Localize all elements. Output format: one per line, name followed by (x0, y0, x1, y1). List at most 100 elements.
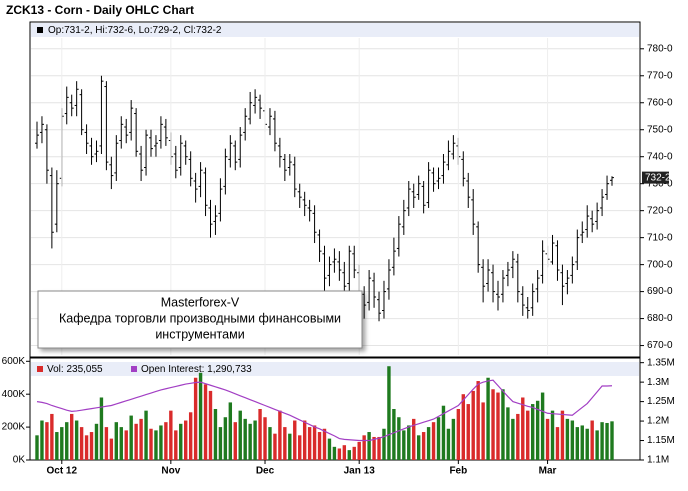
y2-tick-label: 1.3M (647, 377, 669, 388)
volume-bar (446, 428, 451, 460)
volume-bar (590, 420, 594, 460)
volume-bar (248, 423, 252, 460)
volume-bar (416, 435, 421, 460)
volume-bar (486, 377, 490, 460)
y-tick-label: 710-0 (647, 232, 673, 243)
y2-tick-label: 1.1M (647, 455, 669, 466)
volume-bar (233, 422, 237, 460)
y-tick-label: 780-0 (647, 43, 673, 54)
volume-bar (253, 420, 257, 460)
volume-bar (179, 423, 183, 460)
chart-title: ZCK13 - Corn - Daily OHLC Chart (6, 3, 194, 17)
plot: 670-0 680-0 690-0 700-0 710-0 720-0 730-0 740-0… (2, 38, 675, 477)
volume-bar (535, 400, 540, 460)
volume-bar (223, 417, 228, 460)
volume-bar (273, 433, 277, 460)
y-tick-label: 720-0 (647, 205, 673, 216)
last-price-label: 732-2 (645, 172, 671, 183)
volume-bar (332, 446, 337, 460)
volume-bar (521, 397, 525, 460)
y-tick-label: 750-0 (647, 124, 673, 135)
y-tick-label: 770-0 (647, 70, 673, 81)
volume-bar (471, 390, 475, 460)
annotation-box (37, 290, 363, 349)
y-tick-label: 760-0 (647, 97, 673, 108)
volume-bar (129, 415, 133, 460)
volume-bar (159, 425, 163, 460)
volume-bar (283, 427, 287, 460)
volume-bar (149, 428, 153, 460)
volume-bar (481, 402, 485, 460)
x-tick-label: Feb (449, 466, 467, 477)
volume-bar (342, 445, 347, 460)
volume-bar (595, 430, 599, 460)
volume-bar (104, 427, 109, 460)
volume-bar (184, 420, 188, 460)
volume-bar (426, 427, 431, 460)
volume-bar (555, 427, 560, 460)
y-tick-label: 600K (2, 356, 26, 367)
y-tick-label: 200K (2, 422, 26, 433)
volume-bar (407, 425, 411, 460)
volume-bar (431, 422, 436, 460)
x-tick-label: Mar (539, 466, 557, 477)
annotation-text: Кафедра торговли производными финансовым… (59, 311, 341, 325)
volume-bar (412, 418, 416, 460)
y2-tick-label: 1.15M (647, 435, 675, 446)
volume-bar (263, 417, 267, 460)
volume-bar (511, 418, 515, 460)
volume-bar (550, 410, 555, 460)
volume-bar (610, 421, 614, 460)
volume-bar (461, 394, 465, 460)
volume-bar (174, 430, 178, 460)
volume-bar (84, 435, 89, 460)
volume-bar (228, 402, 233, 460)
volume-bar (516, 413, 520, 460)
volume-bar (372, 436, 376, 460)
volume-bar (540, 392, 545, 460)
volume-bar (213, 409, 218, 460)
volume-bar (74, 420, 79, 460)
volume-bar (605, 422, 609, 460)
y-tick-label: 740-0 (647, 151, 673, 162)
volume-bar (109, 438, 114, 460)
volume-bar (238, 410, 242, 460)
volume-bar (94, 423, 99, 460)
y-tick-label: 680-0 (647, 313, 673, 324)
volume-bar (193, 377, 198, 460)
volume-bar (392, 409, 396, 460)
volume-bar (312, 425, 317, 460)
volume-bar (382, 428, 386, 460)
y-tick-label: 0K (13, 455, 26, 466)
volume-header (31, 362, 639, 376)
x-tick-label: Oct 12 (46, 466, 77, 477)
volume-bar (402, 430, 406, 460)
volume-bar (278, 410, 282, 460)
volume-bar (60, 427, 64, 460)
annotation: Masterforex-V Кафедра торговли производны… (37, 290, 363, 349)
ohlc-legend: Op:731-2, Hi:732-6, Lo:729-2, Cl:732-2 (48, 25, 222, 36)
volume-bar (198, 372, 203, 460)
volume-bar (337, 448, 342, 460)
volume-bar (144, 410, 148, 460)
volume-bar (491, 389, 495, 460)
x-tick-label: Jan 13 (344, 466, 376, 477)
y-tick-label: 730-0 (647, 178, 673, 189)
volume-bar (570, 420, 575, 460)
volume-bar (298, 435, 302, 460)
volume-bar (288, 433, 292, 460)
volume-bar (139, 418, 143, 460)
volume-bar (218, 427, 223, 460)
volume-bar (397, 417, 401, 460)
volume-bar (208, 390, 213, 460)
volume-bar (580, 425, 584, 460)
volume-bar (243, 418, 247, 460)
legend-swatch (131, 366, 137, 372)
volume-bar (565, 418, 570, 460)
x-tick-label: Dec (256, 466, 275, 477)
volume-bar (317, 432, 322, 460)
volume-bar (352, 446, 356, 460)
volume-bar (441, 405, 446, 460)
y2-tick-label: 1.25M (647, 396, 675, 407)
